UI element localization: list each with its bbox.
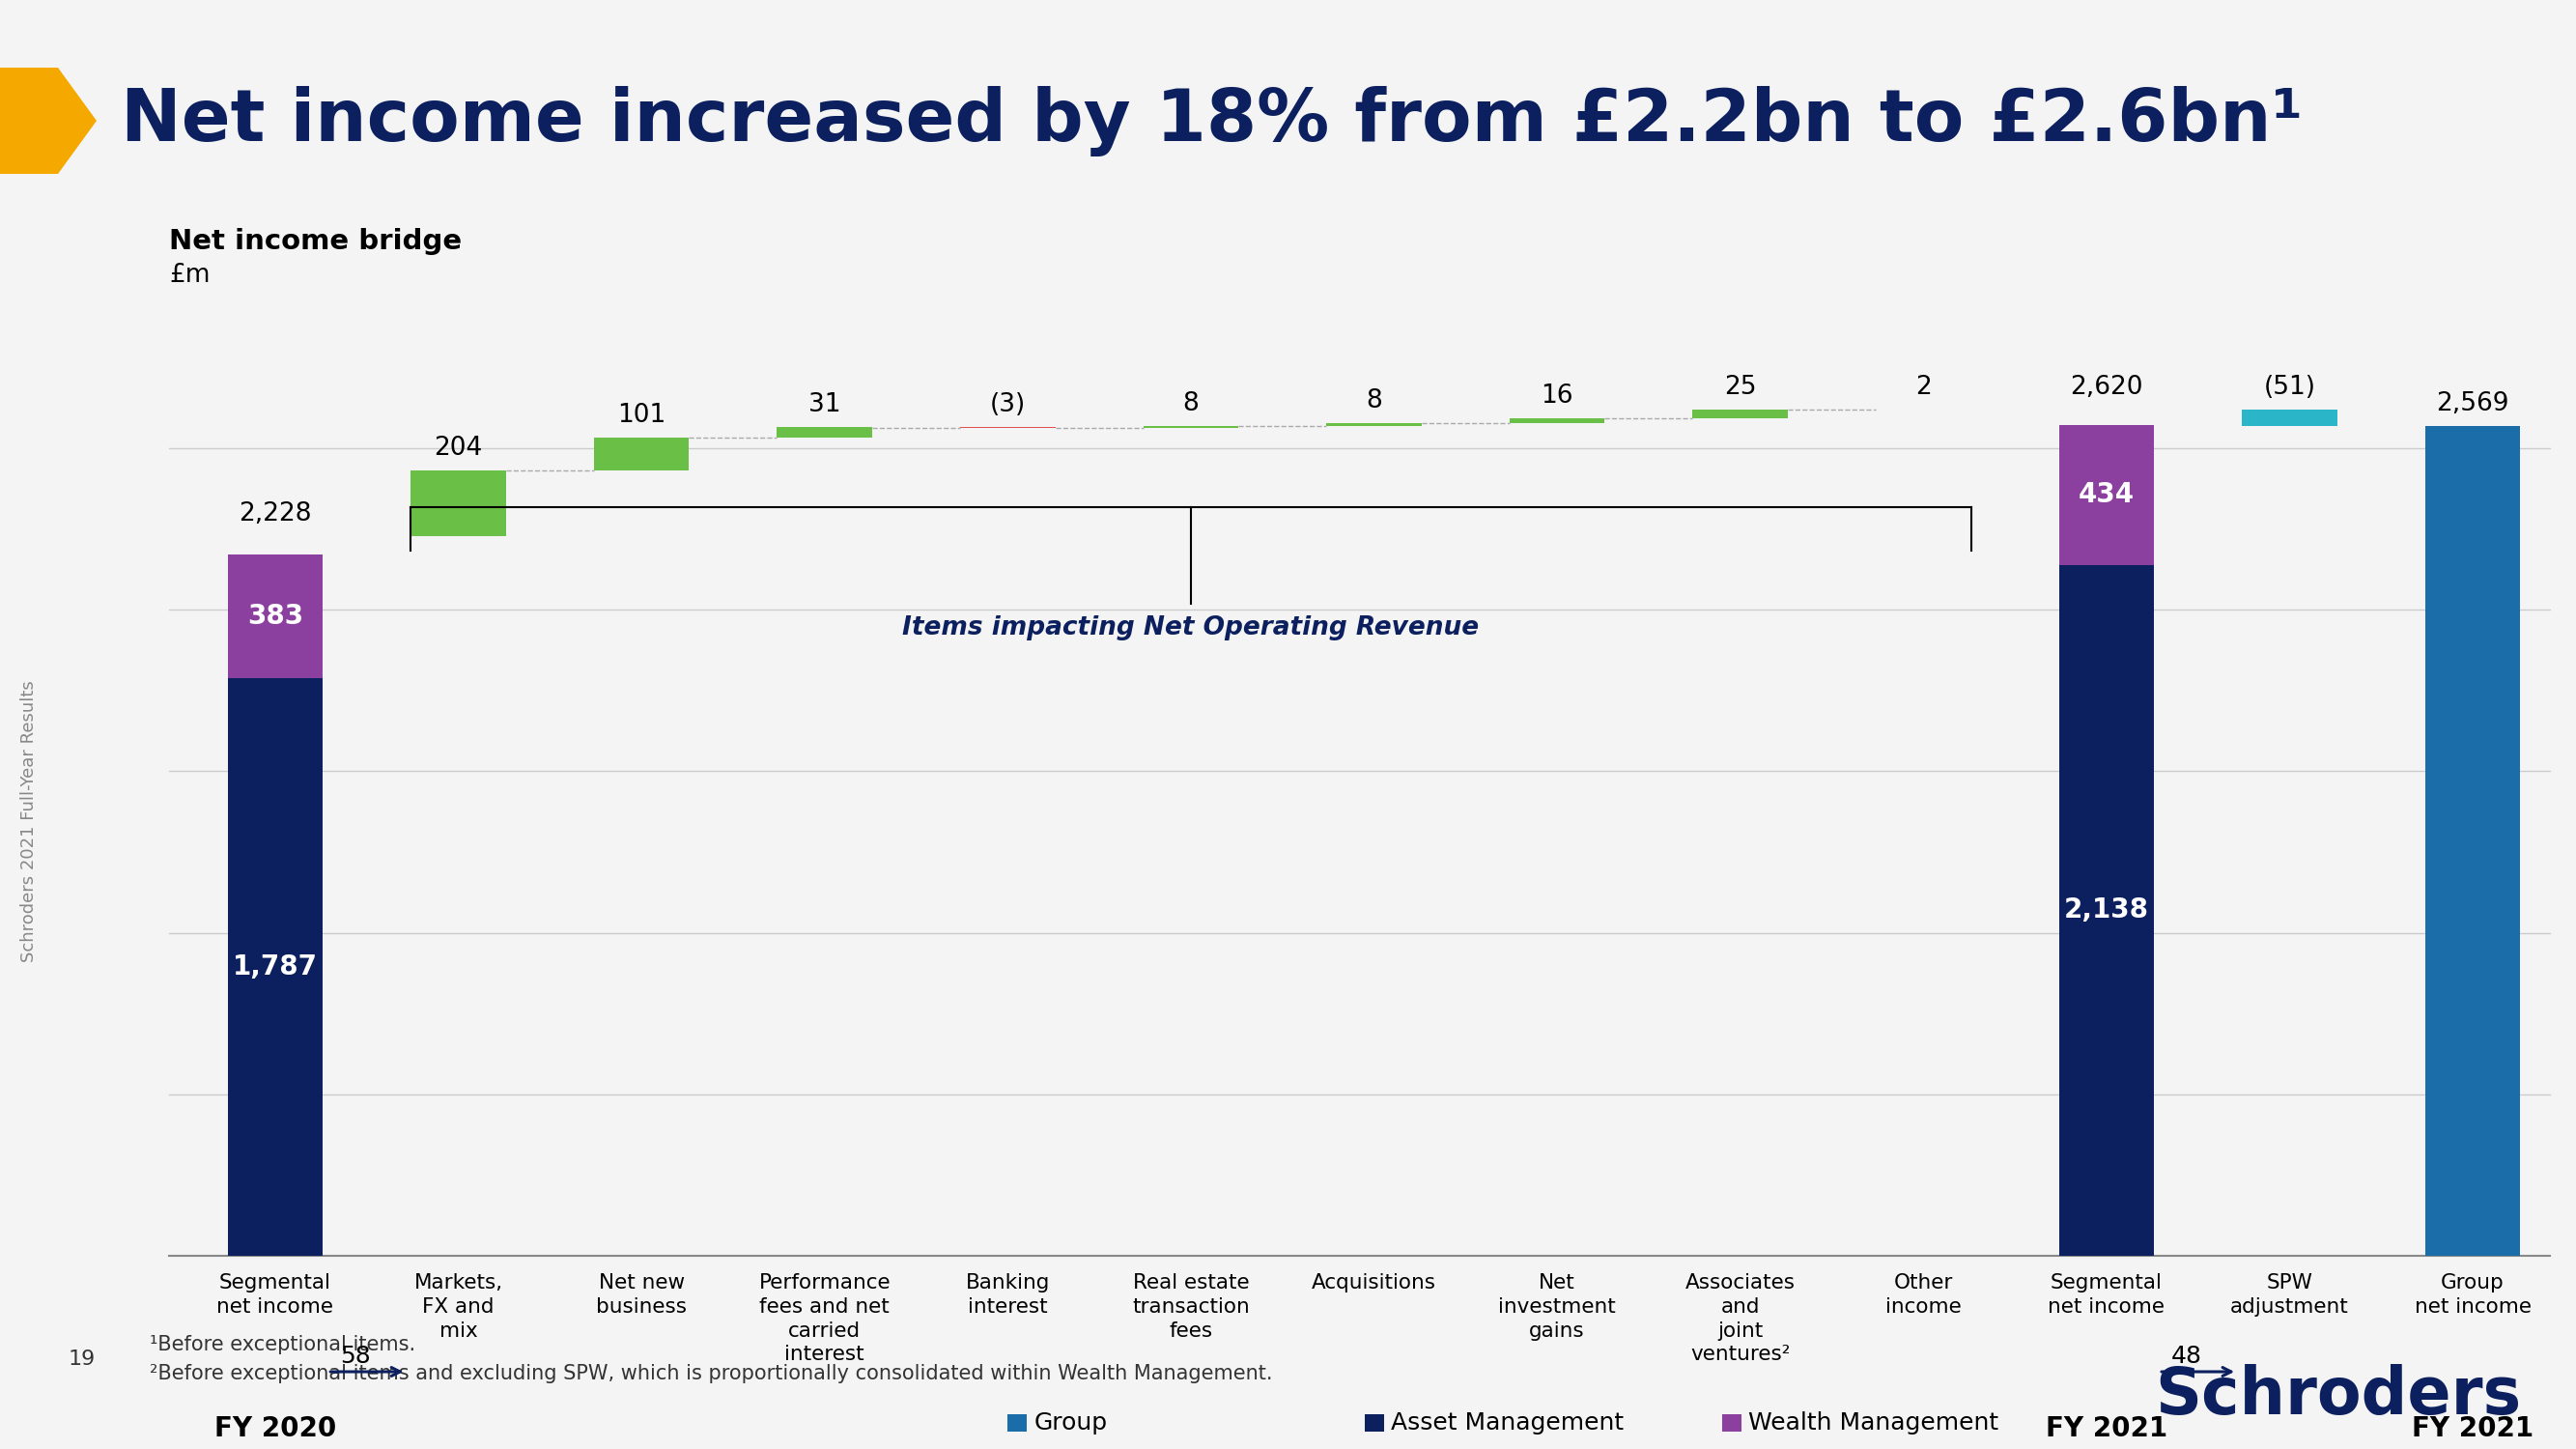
Text: Real estate
transaction
fees: Real estate transaction fees: [1131, 1274, 1249, 1340]
Text: Wealth Management: Wealth Management: [1749, 1411, 1999, 1435]
Text: (3): (3): [989, 393, 1025, 417]
Text: 2,569: 2,569: [2437, 391, 2509, 416]
Text: Segmental
net income: Segmental net income: [216, 1274, 335, 1317]
Text: Other
income: Other income: [1886, 1274, 1960, 1317]
Bar: [1692, 410, 1788, 417]
Text: FY 2021: FY 2021: [2411, 1416, 2535, 1442]
Text: 2,228: 2,228: [240, 501, 312, 526]
Text: Schroders 2021 Full-Year Results: Schroders 2021 Full-Year Results: [21, 680, 39, 962]
Text: 25: 25: [1723, 375, 1757, 400]
Text: Performance
fees and net
carried
interest: Performance fees and net carried interes…: [760, 1274, 891, 1365]
Bar: [410, 469, 505, 536]
Text: 31: 31: [809, 393, 840, 417]
Bar: [2058, 425, 2154, 565]
Text: Group: Group: [1033, 1411, 1108, 1435]
Text: Asset Management: Asset Management: [1391, 1411, 1625, 1435]
Text: 2,138: 2,138: [2063, 897, 2148, 924]
Text: 383: 383: [247, 603, 304, 630]
Text: FY 2020: FY 2020: [214, 1416, 337, 1442]
Text: 2: 2: [1914, 374, 1932, 400]
Text: SPW
adjustment: SPW adjustment: [2231, 1274, 2349, 1317]
Text: Segmental
net income: Segmental net income: [2048, 1274, 2164, 1317]
Text: Schroders: Schroders: [2154, 1364, 2522, 1427]
Text: 48: 48: [2172, 1345, 2202, 1368]
Text: Group
net income: Group net income: [2414, 1274, 2532, 1317]
Text: 204: 204: [435, 435, 482, 461]
Text: 8: 8: [1365, 388, 1383, 413]
Text: Net
investment
gains: Net investment gains: [1499, 1274, 1615, 1340]
Text: Associates
and
joint
ventures²: Associates and joint ventures²: [1685, 1274, 1795, 1365]
Bar: [1327, 423, 1422, 426]
Text: Items impacting Net Operating Revenue: Items impacting Net Operating Revenue: [902, 616, 1479, 640]
Text: 8: 8: [1182, 391, 1198, 416]
Text: 101: 101: [618, 403, 665, 427]
Text: 1,787: 1,787: [232, 953, 317, 981]
Text: ²Before exceptional items and excluding SPW, which is proportionally consolidate: ²Before exceptional items and excluding …: [149, 1364, 1273, 1384]
Bar: [2058, 565, 2154, 1256]
Text: 16: 16: [1540, 383, 1574, 409]
Bar: [1510, 417, 1605, 423]
Text: Net income bridge: Net income bridge: [170, 227, 461, 255]
Text: Markets,
FX and
mix: Markets, FX and mix: [415, 1274, 502, 1340]
Text: Banking
interest: Banking interest: [966, 1274, 1051, 1317]
Text: 19: 19: [70, 1349, 95, 1369]
Text: Net new
business: Net new business: [595, 1274, 688, 1317]
Bar: [1007, 1414, 1025, 1432]
Text: 434: 434: [2079, 481, 2136, 509]
Bar: [1365, 1414, 1383, 1432]
Bar: [595, 438, 690, 469]
Bar: [1721, 1414, 1741, 1432]
Text: (51): (51): [2264, 374, 2316, 400]
Bar: [227, 678, 322, 1256]
Text: Acquisitions: Acquisitions: [1311, 1274, 1437, 1293]
Text: Net income increased by 18% from £2.2bn to £2.6bn¹: Net income increased by 18% from £2.2bn …: [121, 85, 2303, 156]
Bar: [227, 555, 322, 678]
Text: FY 2021: FY 2021: [2045, 1416, 2166, 1442]
Text: 58: 58: [340, 1345, 371, 1368]
Bar: [2241, 409, 2336, 426]
Bar: [1144, 426, 1239, 429]
Text: 2,620: 2,620: [2071, 374, 2143, 400]
Text: ¹Before exceptional items.: ¹Before exceptional items.: [149, 1335, 415, 1355]
Bar: [778, 427, 873, 438]
Bar: [2424, 426, 2519, 1256]
Text: £m: £m: [170, 262, 211, 288]
Polygon shape: [0, 68, 95, 174]
